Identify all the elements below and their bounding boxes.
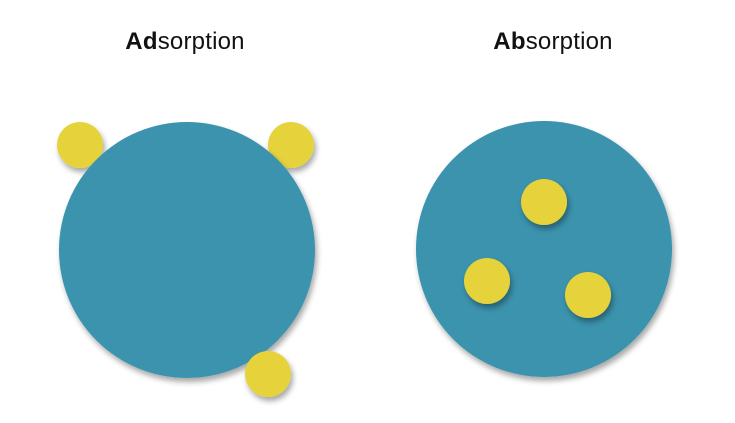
absorption-title: Absorption: [493, 28, 612, 56]
absorption-title-suffix: sorption: [525, 28, 613, 55]
absorbed-particle-left: [464, 258, 510, 304]
adsorbed-particle-top-left: [57, 122, 103, 168]
adsorbent-particle: [59, 122, 315, 378]
absorbent-particle: [416, 121, 672, 377]
adsorbed-particle-bottom-right: [245, 351, 291, 397]
adsorption-title-suffix: sorption: [157, 28, 245, 55]
adsorbed-particle-top-right: [268, 122, 314, 168]
absorption-title-prefix: Ab: [493, 28, 526, 55]
absorption-panel: [416, 121, 672, 377]
adsorption-title: Adsorption: [125, 28, 244, 56]
absorbed-particle-right: [565, 272, 611, 318]
adsorption-title-prefix: Ad: [125, 28, 158, 55]
adsorption-panel: [57, 122, 315, 397]
absorbed-particle-top: [521, 179, 567, 225]
